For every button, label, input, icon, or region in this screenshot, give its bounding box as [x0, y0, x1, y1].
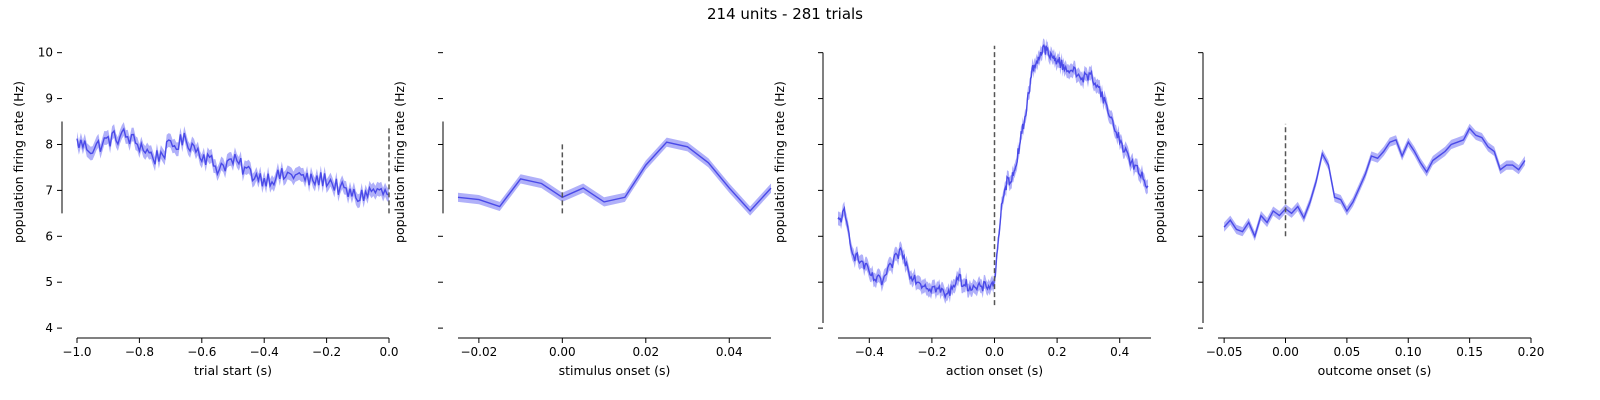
- x-tick-label: 0.10: [1395, 345, 1422, 359]
- error-band: [458, 137, 771, 216]
- x-axis-label: action onset (s): [946, 363, 1043, 378]
- mean-trace: [837, 44, 1149, 300]
- x-tick-label: 0.0: [379, 345, 398, 359]
- x-tick-label: −0.4: [250, 345, 279, 359]
- x-tick-label: −0.2: [917, 345, 946, 359]
- x-tick-label: 0.00: [1272, 345, 1299, 359]
- y-tick-label: 9: [45, 92, 53, 106]
- chart-panel-4: −0.05 0.00 0.05 0.10 0.15 0.20 outcome onset (…: [1152, 52, 1545, 378]
- x-tick-label: −0.2: [312, 345, 341, 359]
- mean-trace: [457, 141, 772, 213]
- error-band: [838, 38, 1148, 304]
- x-tick-label: 0.0: [985, 345, 1004, 359]
- y-axis-label: population firing rate (Hz): [1152, 81, 1167, 243]
- mean-trace: [76, 127, 390, 203]
- y-tick-label: 10: [38, 46, 53, 60]
- x-tick-label: −0.4: [855, 345, 884, 359]
- y-tick-label: 6: [45, 229, 53, 243]
- chart-panel-1: 4 5 6 7 8 9 10 −1.0 −0.8 −0.6 −0.4 −0.2 0.0 trial sta…: [11, 46, 399, 378]
- x-tick-label: 0.20: [1518, 345, 1545, 359]
- x-axis-label: stimulus onset (s): [559, 363, 671, 378]
- x-tick-label: 0.05: [1334, 345, 1361, 359]
- y-tick-label: 5: [45, 275, 53, 289]
- error-band: [1224, 123, 1525, 241]
- x-tick-label: 0.04: [716, 345, 743, 359]
- y-tick-label: 7: [45, 183, 53, 197]
- y-axis-label: population firing rate (Hz): [772, 81, 787, 243]
- x-tick-label: −1.0: [62, 345, 91, 359]
- x-tick-label: 0.4: [1110, 345, 1129, 359]
- y-tick-label: 8: [45, 137, 53, 151]
- x-tick-label: −0.6: [187, 345, 216, 359]
- x-tick-label: 0.02: [632, 345, 659, 359]
- y-axis-label: population firing rate (Hz): [11, 81, 26, 243]
- x-tick-label: −0.8: [125, 345, 154, 359]
- x-axis-label: trial start (s): [194, 363, 272, 378]
- y-axis-label: population firing rate (Hz): [392, 81, 407, 243]
- x-tick-label: 0.2: [1048, 345, 1067, 359]
- x-tick-label: −0.05: [1206, 345, 1243, 359]
- x-axis-label: outcome onset (s): [1318, 363, 1432, 378]
- x-tick-label: −0.02: [460, 345, 497, 359]
- x-tick-label: 0.00: [549, 345, 576, 359]
- y-tick-label: 4: [45, 321, 53, 335]
- chart-panel-3: −0.4 −0.2 0.0 0.2 0.4 action onset (s) populat…: [772, 38, 1151, 378]
- mean-trace: [1223, 127, 1526, 239]
- chart-panel-2: −0.02 0.00 0.02 0.04 stimulus onset (s) popul…: [392, 52, 772, 378]
- panels: 4 5 6 7 8 9 10 −1.0 −0.8 −0.6 −0.4 −0.2 0.0 trial sta…: [11, 38, 1544, 378]
- x-tick-label: 0.15: [1456, 345, 1483, 359]
- figure-title: 214 units - 281 trials: [707, 5, 863, 23]
